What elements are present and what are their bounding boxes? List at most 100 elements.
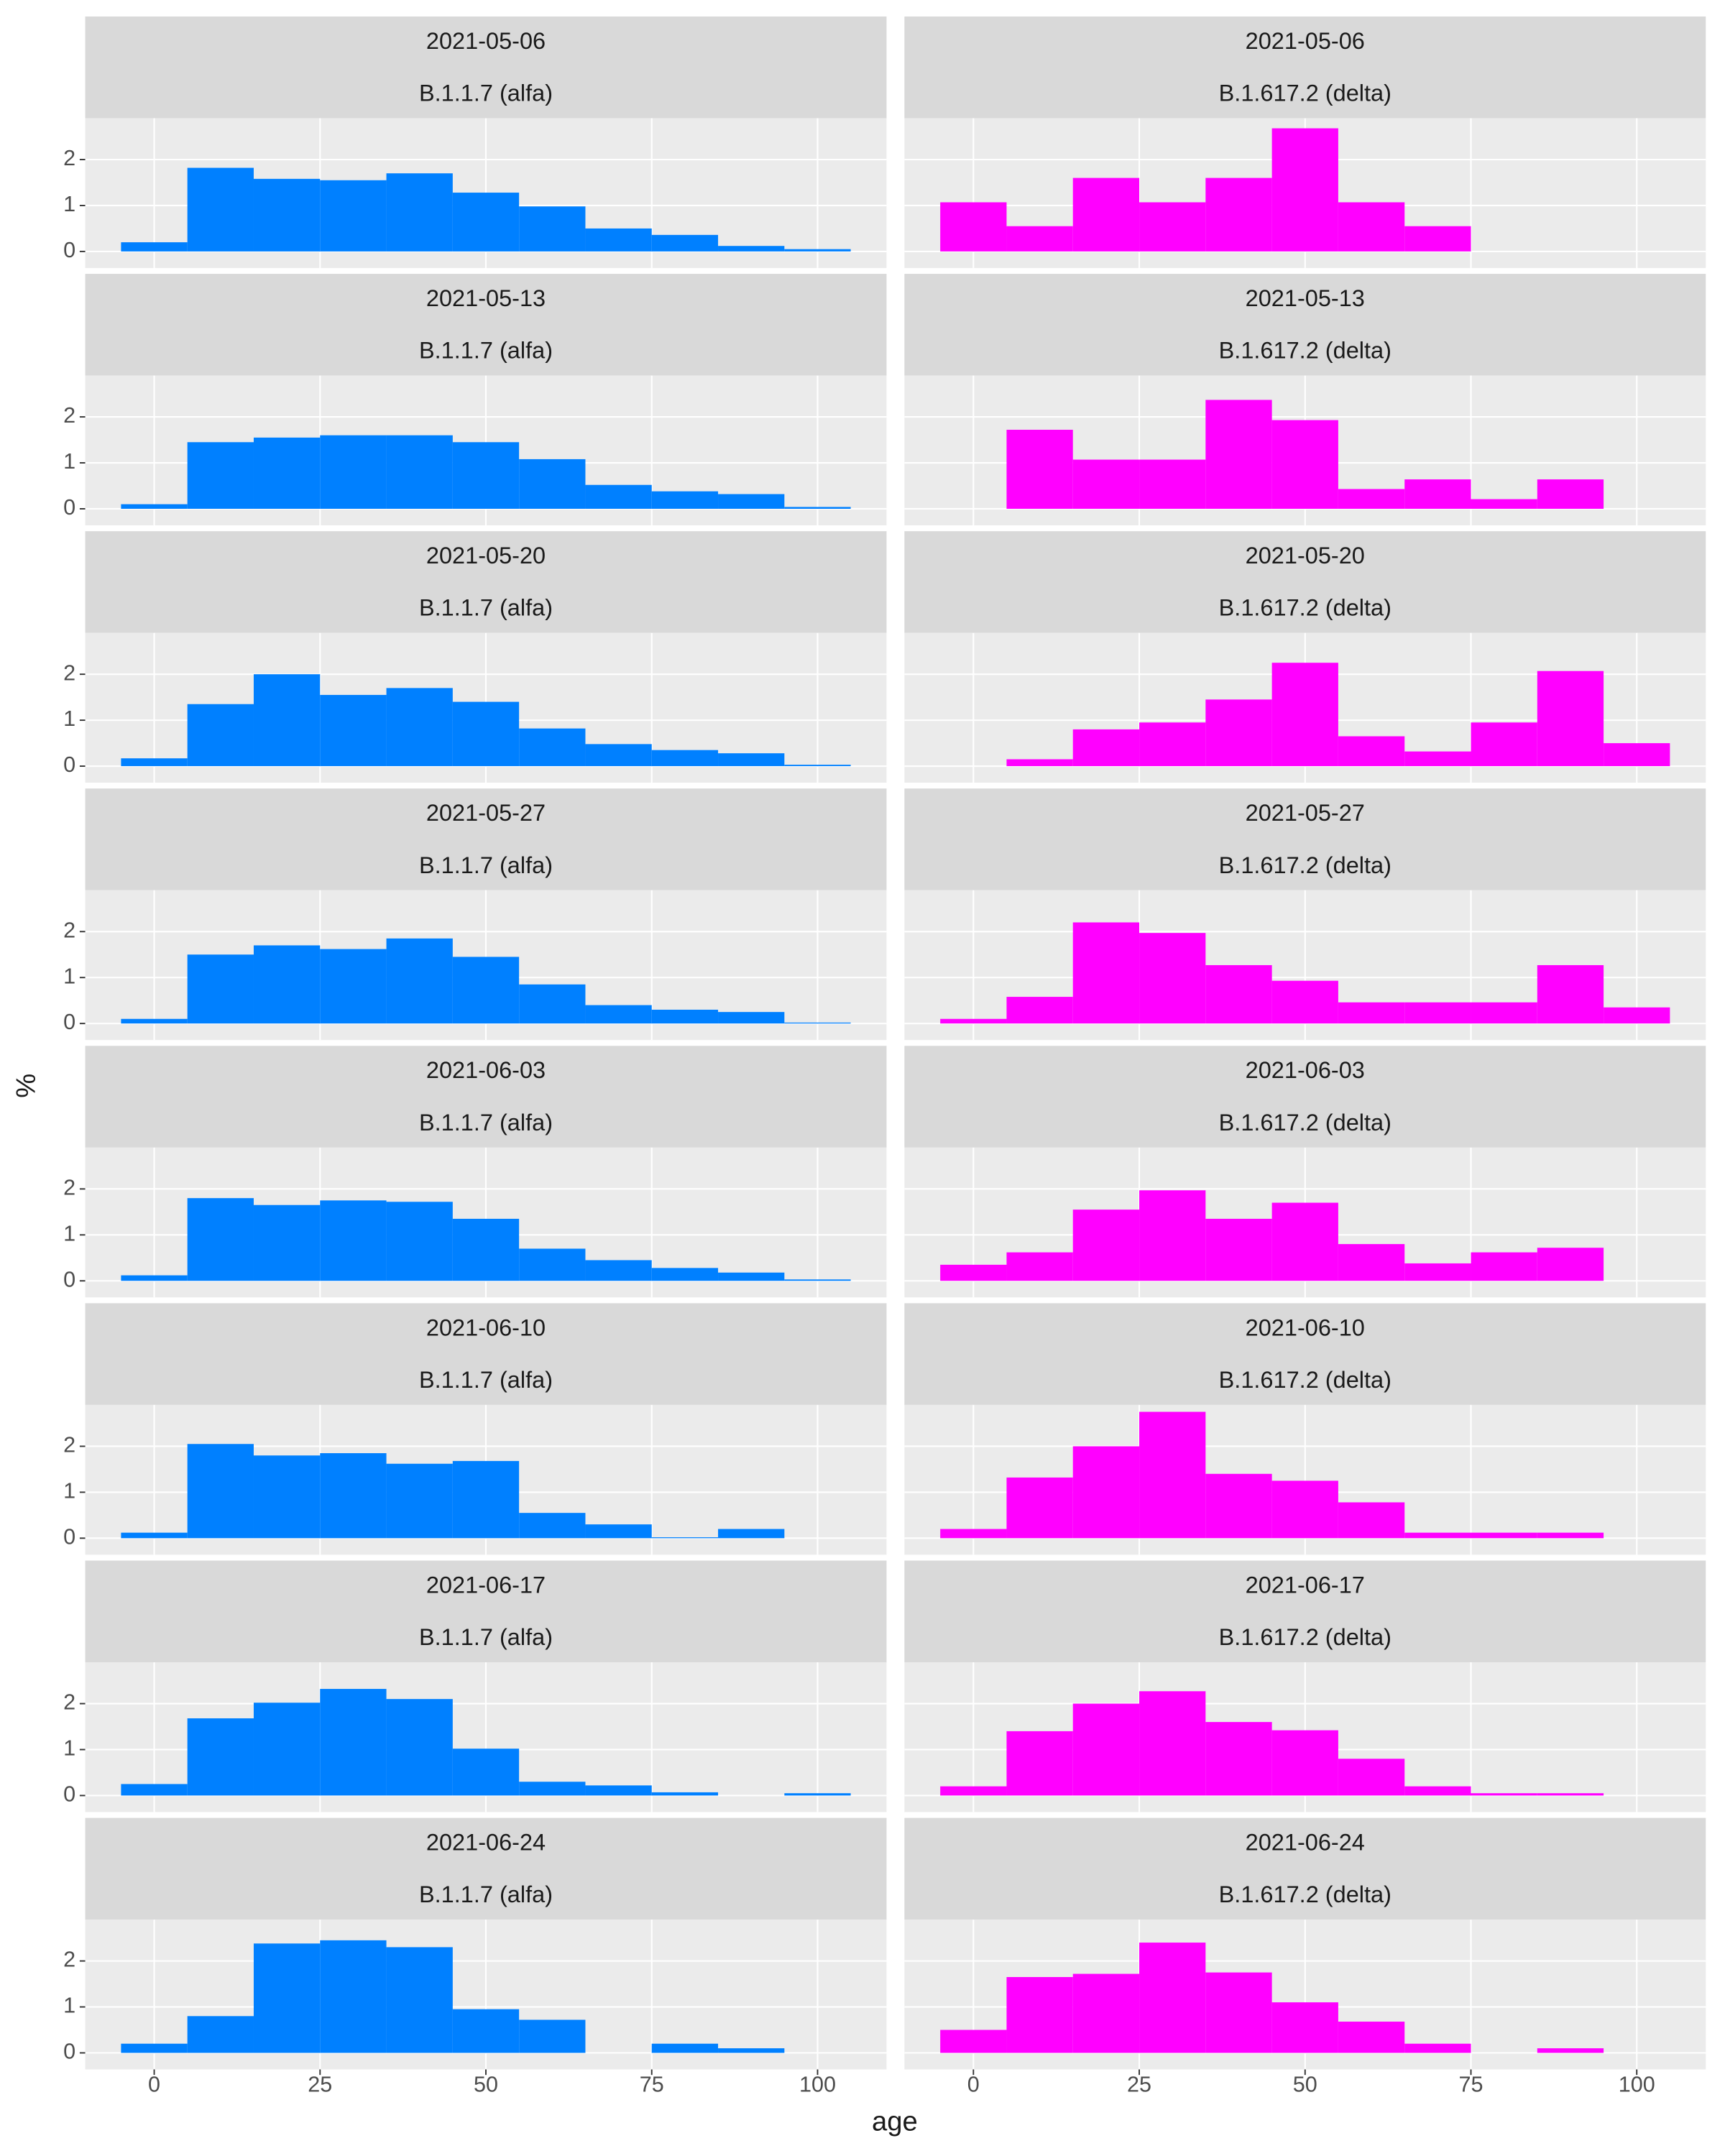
bar	[1271, 2002, 1338, 2053]
bar	[1072, 459, 1140, 509]
bar	[651, 1537, 719, 1539]
bar	[651, 491, 719, 509]
bar	[1604, 1007, 1670, 1024]
facet-subtitle: B.1.1.7 (alfa)	[419, 1624, 553, 1650]
facet-title: 2021-05-20	[1246, 543, 1365, 568]
bar	[1338, 1002, 1405, 1024]
facet-title: 2021-05-06	[1246, 28, 1365, 54]
bar	[519, 1782, 586, 1796]
bar	[1537, 479, 1604, 509]
bar	[1338, 1502, 1405, 1539]
bar	[1338, 2022, 1405, 2053]
bar	[1604, 743, 1670, 767]
bar	[651, 750, 719, 767]
bar	[718, 1012, 785, 1024]
bar	[1205, 1218, 1272, 1281]
x-tick-label: 100	[799, 2073, 836, 2097]
bar	[1271, 420, 1338, 509]
y-axis-title: %	[10, 1074, 41, 1098]
bar	[1471, 1002, 1537, 1024]
x-axis-title: age	[872, 2106, 918, 2137]
bar	[121, 1018, 188, 1024]
bar	[1404, 226, 1471, 252]
bar	[1471, 1252, 1537, 1281]
bar	[253, 945, 321, 1024]
x-tick-label: 75	[1459, 2073, 1484, 2097]
facet-title: 2021-06-17	[426, 1572, 546, 1598]
bar	[718, 246, 785, 252]
facet-strip	[85, 16, 887, 119]
bar	[1205, 178, 1272, 252]
bar	[519, 984, 586, 1024]
bar	[1338, 202, 1405, 252]
y-tick-label: 2	[63, 1433, 75, 1457]
bar	[1072, 1973, 1140, 2053]
facet-title: 2021-05-27	[426, 800, 546, 826]
bar	[718, 494, 785, 509]
y-tick-label: 0	[63, 495, 75, 520]
y-tick-label: 2	[63, 1948, 75, 1972]
bar	[452, 701, 520, 767]
bar	[1139, 933, 1206, 1024]
bar	[784, 249, 851, 252]
facet-strip	[904, 274, 1706, 376]
bar	[784, 1793, 851, 1796]
bar	[1072, 1446, 1140, 1539]
bar	[253, 1703, 321, 1796]
bar	[253, 674, 321, 767]
bar	[253, 1204, 321, 1281]
bar	[1404, 1263, 1471, 1281]
bar	[1537, 1793, 1604, 1796]
bar	[585, 1524, 652, 1539]
y-tick-label: 1	[63, 1736, 75, 1761]
bar	[320, 180, 387, 252]
bar	[519, 1513, 586, 1539]
bar	[121, 504, 188, 509]
bar	[585, 228, 652, 252]
bar	[187, 704, 254, 767]
y-tick-label: 2	[63, 1690, 75, 1715]
bar	[320, 1689, 387, 1796]
bar	[1139, 1943, 1206, 2053]
x-tick-label: 25	[1127, 2073, 1151, 2097]
bar	[1338, 1759, 1405, 1796]
bar	[651, 234, 719, 252]
facet-strip	[904, 788, 1706, 890]
bar	[1139, 1691, 1206, 1796]
facet-subtitle: B.1.617.2 (delta)	[1219, 80, 1392, 106]
bar	[1006, 1477, 1073, 1539]
bar	[386, 938, 453, 1024]
y-tick-label: 1	[63, 1994, 75, 2018]
bar	[940, 1018, 1007, 1024]
bar	[1537, 1248, 1604, 1281]
y-tick-label: 0	[63, 1010, 75, 1034]
bar	[452, 1218, 520, 1281]
bar	[585, 1260, 652, 1281]
bar	[1271, 1202, 1338, 1281]
y-tick-label: 0	[63, 752, 75, 777]
bar	[121, 1784, 188, 1796]
facet-subtitle: B.1.1.7 (alfa)	[419, 338, 553, 364]
bar	[320, 1453, 387, 1539]
y-tick-label: 1	[63, 449, 75, 474]
bar	[1537, 964, 1604, 1024]
facet-subtitle: B.1.617.2 (delta)	[1219, 1624, 1392, 1650]
facet-subtitle: B.1.1.7 (alfa)	[419, 80, 553, 106]
bar	[1006, 429, 1073, 509]
bar	[452, 1749, 520, 1796]
bar	[519, 728, 586, 767]
bar	[651, 1792, 719, 1796]
y-tick-label: 1	[63, 1221, 75, 1245]
y-tick-label: 2	[63, 1175, 75, 1199]
bar	[386, 435, 453, 509]
bar	[1139, 202, 1206, 252]
bar	[1271, 1730, 1338, 1796]
facet-strip	[904, 1818, 1706, 1920]
bar	[1404, 1002, 1471, 1024]
x-tick-label: 100	[1619, 2073, 1655, 2097]
bar	[940, 1786, 1007, 1796]
bar	[452, 2009, 520, 2053]
y-tick-label: 0	[63, 2040, 75, 2064]
x-tick-label: 75	[640, 2073, 664, 2097]
